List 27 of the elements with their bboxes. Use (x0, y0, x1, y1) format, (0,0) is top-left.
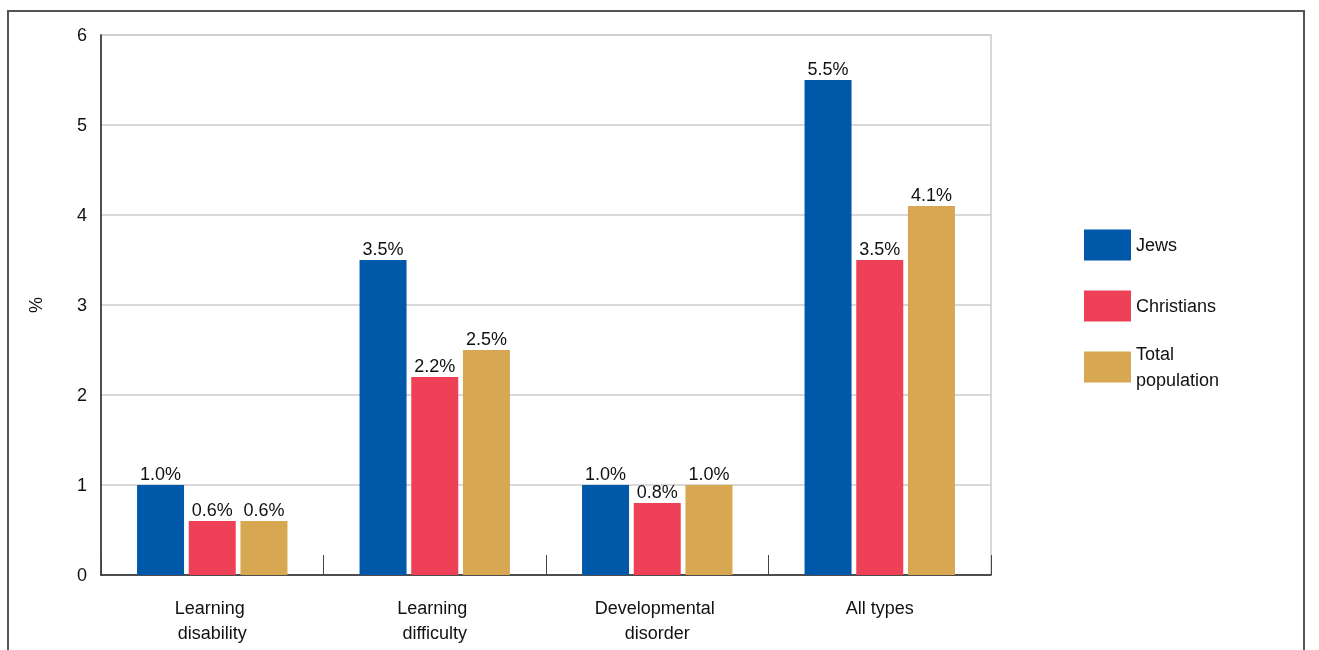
legend-label: Total population (1136, 344, 1220, 390)
data-label: 2.2% (414, 356, 456, 376)
legend-label: Christians (1136, 296, 1217, 316)
y-tick-label: 1 (76, 475, 87, 495)
data-label: 1.0% (585, 464, 627, 484)
data-label: 0.6% (191, 500, 233, 520)
y-tick-label: 5 (76, 115, 87, 135)
y-tick-label: 0 (76, 565, 87, 585)
data-label: 3.5% (859, 239, 901, 259)
y-axis-title: % (26, 296, 46, 314)
y-tick-label: 3 (76, 295, 87, 315)
y-tick-label: 4 (76, 205, 87, 225)
y-tick-label: 6 (76, 25, 87, 45)
legend-label: Jews (1136, 235, 1178, 255)
data-label: 2.5% (465, 329, 507, 349)
x-tick-label: Learning disability (174, 597, 250, 643)
x-tick-label: All types (845, 597, 914, 618)
data-label: 1.0% (140, 464, 182, 484)
data-label: 5.5% (807, 59, 849, 79)
data-label: 0.6% (243, 500, 285, 520)
data-label: 1.0% (688, 464, 730, 484)
x-tick-label: Developmental disorder (594, 597, 720, 643)
data-label: 3.5% (362, 239, 404, 259)
x-tick-label: Learning difficulty (397, 597, 473, 643)
data-label: 0.8% (636, 482, 678, 502)
y-tick-label: 2 (76, 385, 87, 405)
data-label: 4.1% (910, 185, 952, 205)
